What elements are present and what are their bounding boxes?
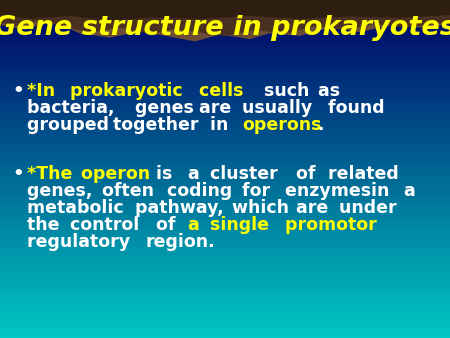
Polygon shape: [0, 0, 450, 36]
Text: together: together: [113, 116, 205, 134]
Text: promotor: promotor: [285, 216, 383, 234]
Text: regulatory: regulatory: [27, 233, 136, 251]
Text: in: in: [210, 116, 234, 134]
Text: bacteria,: bacteria,: [27, 99, 121, 117]
Text: metabolic: metabolic: [27, 199, 130, 217]
Text: cells: cells: [199, 82, 250, 100]
Text: are: are: [199, 99, 238, 117]
Text: .: .: [318, 116, 324, 134]
Text: of: of: [156, 216, 182, 234]
Text: genes: genes: [135, 99, 199, 117]
Text: •: •: [12, 165, 23, 183]
Text: found: found: [328, 99, 391, 117]
Text: related: related: [328, 165, 405, 183]
Text: which: which: [231, 199, 294, 217]
Text: genes,: genes,: [27, 182, 99, 200]
Text: under: under: [339, 199, 403, 217]
Text: usually: usually: [242, 99, 319, 117]
Polygon shape: [0, 0, 450, 34]
Text: coding: coding: [167, 182, 238, 200]
Text: a: a: [189, 216, 206, 234]
Text: such: such: [264, 82, 315, 100]
Text: *The: *The: [27, 165, 78, 183]
Text: pathway,: pathway,: [135, 199, 229, 217]
Text: *In: *In: [27, 82, 61, 100]
Polygon shape: [0, 0, 450, 21]
Text: is: is: [156, 165, 179, 183]
Text: as: as: [318, 82, 346, 100]
Text: often: often: [102, 182, 160, 200]
Text: in: in: [371, 182, 396, 200]
Text: a: a: [189, 165, 206, 183]
Text: grouped: grouped: [27, 116, 115, 134]
Text: control: control: [70, 216, 145, 234]
Text: for: for: [242, 182, 276, 200]
Polygon shape: [0, 0, 450, 41]
Text: a: a: [404, 182, 422, 200]
Text: Gene structure in prokaryotes: Gene structure in prokaryotes: [0, 15, 450, 41]
Text: operons: operons: [242, 116, 322, 134]
Text: the: the: [27, 216, 66, 234]
Text: cluster: cluster: [210, 165, 284, 183]
Text: single: single: [210, 216, 275, 234]
Text: prokaryotic: prokaryotic: [70, 82, 189, 100]
Text: of: of: [296, 165, 322, 183]
Text: operon: operon: [81, 165, 156, 183]
Text: are: are: [296, 199, 334, 217]
Text: •: •: [12, 82, 23, 100]
Text: enzymes: enzymes: [285, 182, 378, 200]
Text: region.: region.: [145, 233, 215, 251]
